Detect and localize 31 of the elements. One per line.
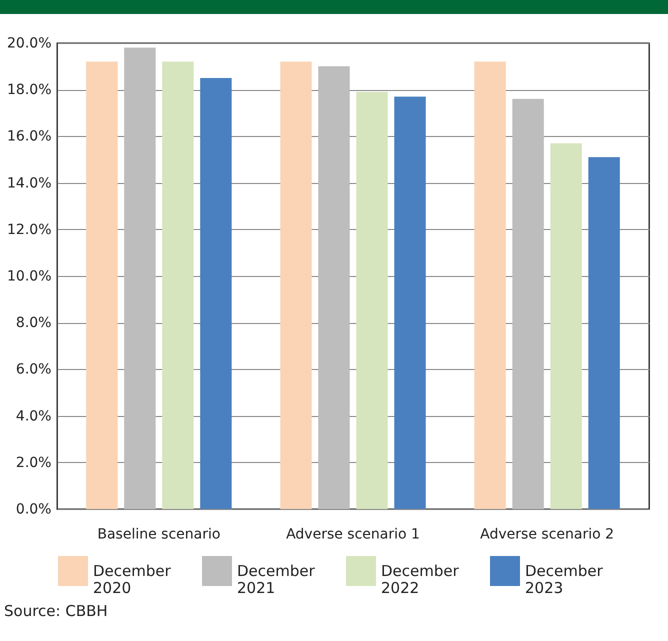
bar — [200, 78, 232, 509]
bar — [280, 62, 312, 509]
x-tick-label: Adverse scenario 1 — [286, 526, 420, 542]
bar — [86, 62, 118, 509]
y-tick-label: 12.0% — [7, 222, 52, 238]
bar — [550, 143, 582, 509]
legend-label: December 2020 — [93, 562, 172, 597]
legend-label: December 2021 — [237, 562, 316, 597]
bar — [474, 62, 506, 509]
y-tick-label: 6.0% — [16, 362, 52, 378]
y-tick-label: 14.0% — [7, 175, 52, 192]
legend-label: December 2023 — [525, 562, 604, 597]
bar — [356, 92, 388, 509]
bar — [162, 62, 194, 509]
y-tick-label: 0.0% — [16, 502, 52, 518]
y-tick-label: 4.0% — [16, 408, 52, 424]
x-tick-label: Baseline scenario — [97, 526, 220, 542]
bar — [124, 48, 156, 509]
y-tick-label: 2.0% — [16, 454, 52, 471]
bar — [512, 98, 544, 509]
bar — [588, 157, 620, 509]
x-tick-label: Adverse scenario 2 — [480, 526, 614, 542]
y-tick-label: 8.0% — [16, 315, 52, 332]
bar — [394, 96, 426, 509]
legend-label: December 2022 — [381, 562, 460, 597]
y-tick-label: 16.0% — [7, 128, 52, 145]
source-note: Source: CBBH — [4, 602, 109, 620]
y-tick-label: 20.0% — [7, 36, 52, 52]
y-tick-label: 10.0% — [7, 268, 52, 284]
y-tick-label: 18.0% — [7, 82, 52, 98]
bar — [318, 66, 350, 509]
